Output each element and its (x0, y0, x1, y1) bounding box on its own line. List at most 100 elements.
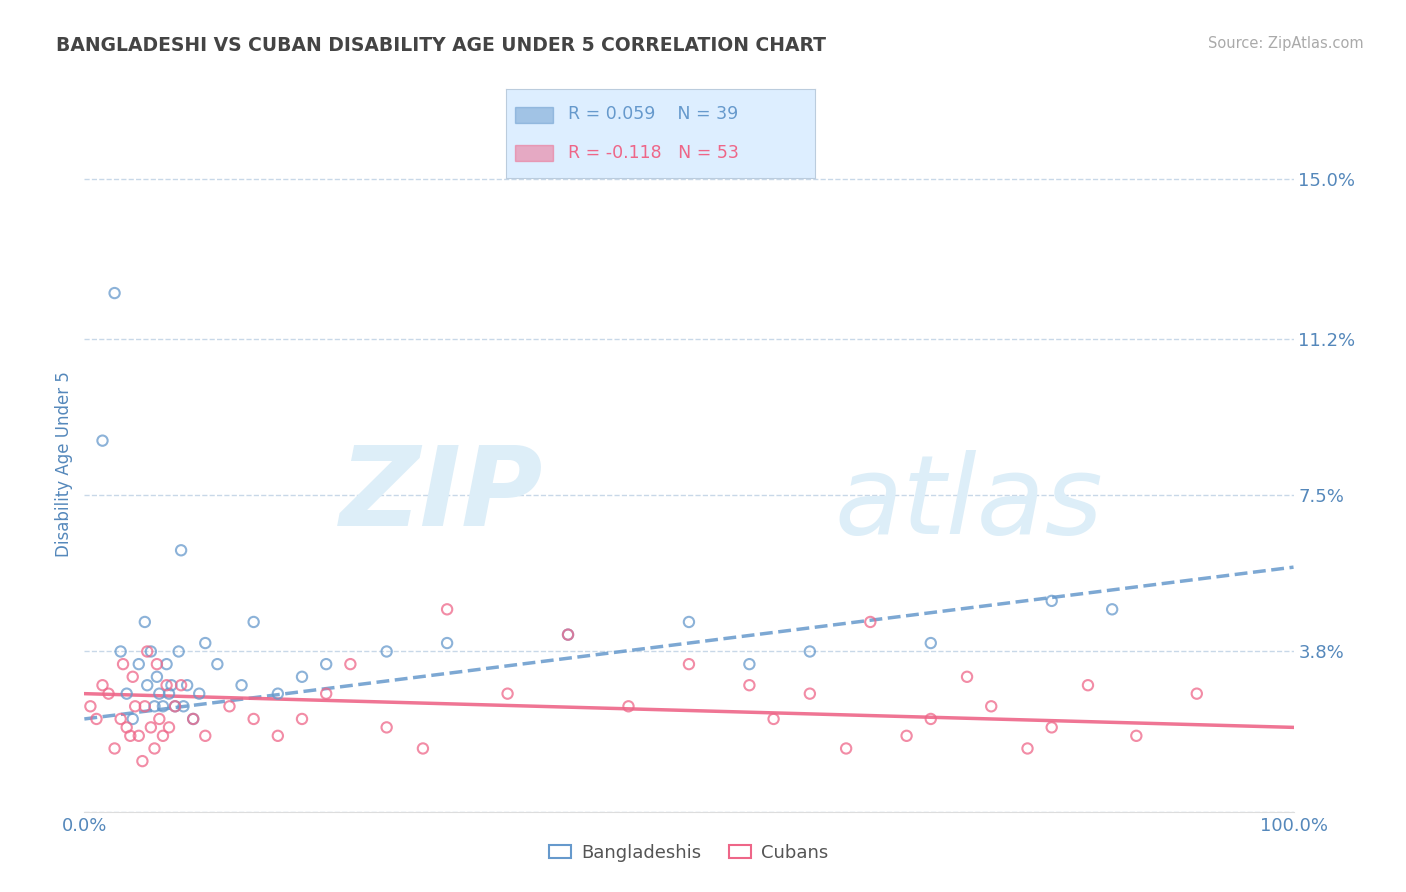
Point (146, 657, 169, 672)
Point (146, 670, 169, 684)
Point (91, 434, 114, 448)
Point (79, 699, 101, 714)
Point (124, 699, 146, 714)
Point (799, 687, 821, 701)
Bar (516, 107, 553, 123)
Point (173, 699, 195, 714)
Point (375, 720, 398, 734)
Point (139, 720, 162, 734)
Point (1017, 741, 1039, 756)
Point (167, 644, 190, 658)
Point (170, 543, 193, 558)
Point (1125, 729, 1147, 743)
Point (799, 644, 821, 658)
Point (157, 687, 180, 701)
Point (436, 636, 458, 650)
Point (120, 729, 142, 743)
Text: Source: ZipAtlas.com: Source: ZipAtlas.com (1208, 36, 1364, 51)
Point (152, 699, 174, 714)
Point (436, 602, 458, 616)
Point (1185, 687, 1208, 701)
Point (181, 712, 204, 726)
Point (738, 657, 761, 672)
Point (1040, 594, 1063, 608)
Point (115, 720, 138, 734)
Text: R = -0.118   N = 53: R = -0.118 N = 53 (568, 144, 740, 161)
Point (157, 720, 180, 734)
Point (134, 699, 156, 714)
Point (104, 286, 127, 301)
Text: atlas: atlas (834, 450, 1102, 558)
Text: R = 0.059    N = 39: R = 0.059 N = 39 (568, 105, 738, 123)
Point (165, 699, 187, 714)
Point (920, 636, 942, 650)
Point (557, 627, 579, 641)
Point (762, 712, 785, 726)
Point (339, 657, 361, 672)
Point (1040, 720, 1063, 734)
Point (835, 741, 858, 756)
Legend: Bangladeshis, Cubans: Bangladeshis, Cubans (541, 837, 837, 869)
Point (112, 657, 135, 672)
Point (165, 699, 187, 714)
Point (131, 754, 153, 768)
Point (242, 615, 264, 629)
Point (170, 678, 193, 692)
Point (956, 670, 979, 684)
Point (143, 699, 166, 714)
Bar (516, 145, 553, 161)
Point (218, 699, 240, 714)
Point (678, 657, 700, 672)
Point (267, 687, 290, 701)
Point (315, 687, 337, 701)
Point (315, 657, 337, 672)
Point (148, 687, 170, 701)
Point (412, 741, 434, 756)
Point (148, 712, 170, 726)
Point (920, 712, 942, 726)
Point (143, 741, 166, 756)
Point (375, 644, 398, 658)
Point (188, 687, 211, 701)
Text: BANGLADESHI VS CUBAN DISABILITY AGE UNDER 5 CORRELATION CHART: BANGLADESHI VS CUBAN DISABILITY AGE UNDE… (56, 36, 827, 54)
Point (194, 729, 217, 743)
Point (104, 741, 127, 756)
Point (152, 729, 174, 743)
Point (859, 615, 882, 629)
Point (207, 657, 229, 672)
Point (181, 712, 204, 726)
Point (291, 712, 314, 726)
Point (115, 687, 138, 701)
Point (267, 729, 290, 743)
Point (136, 644, 159, 658)
Point (128, 657, 150, 672)
Point (1101, 602, 1123, 616)
Point (980, 699, 1002, 714)
Point (91, 678, 114, 692)
Point (155, 657, 177, 672)
Point (738, 678, 761, 692)
Point (291, 670, 314, 684)
Point (496, 687, 519, 701)
Point (155, 678, 177, 692)
Y-axis label: Disability Age Under 5: Disability Age Under 5 (55, 371, 73, 557)
Text: ZIP: ZIP (340, 442, 544, 549)
Point (128, 729, 150, 743)
Point (194, 636, 217, 650)
Point (136, 678, 159, 692)
Point (176, 678, 198, 692)
Point (134, 615, 156, 629)
Point (617, 699, 640, 714)
Point (86, 712, 108, 726)
Point (160, 678, 183, 692)
Point (242, 712, 264, 726)
Point (678, 615, 700, 629)
Point (139, 644, 162, 658)
Point (896, 729, 918, 743)
Point (121, 712, 143, 726)
Point (121, 670, 143, 684)
Point (231, 678, 253, 692)
Point (97, 687, 120, 701)
Point (1077, 678, 1099, 692)
Point (557, 627, 579, 641)
